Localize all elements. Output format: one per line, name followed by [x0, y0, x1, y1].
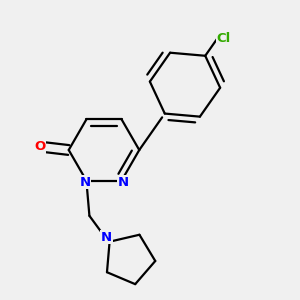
Text: Cl: Cl — [217, 32, 231, 45]
Text: N: N — [79, 176, 90, 189]
Text: N: N — [118, 176, 129, 189]
Text: N: N — [101, 231, 112, 244]
Text: O: O — [34, 140, 45, 153]
